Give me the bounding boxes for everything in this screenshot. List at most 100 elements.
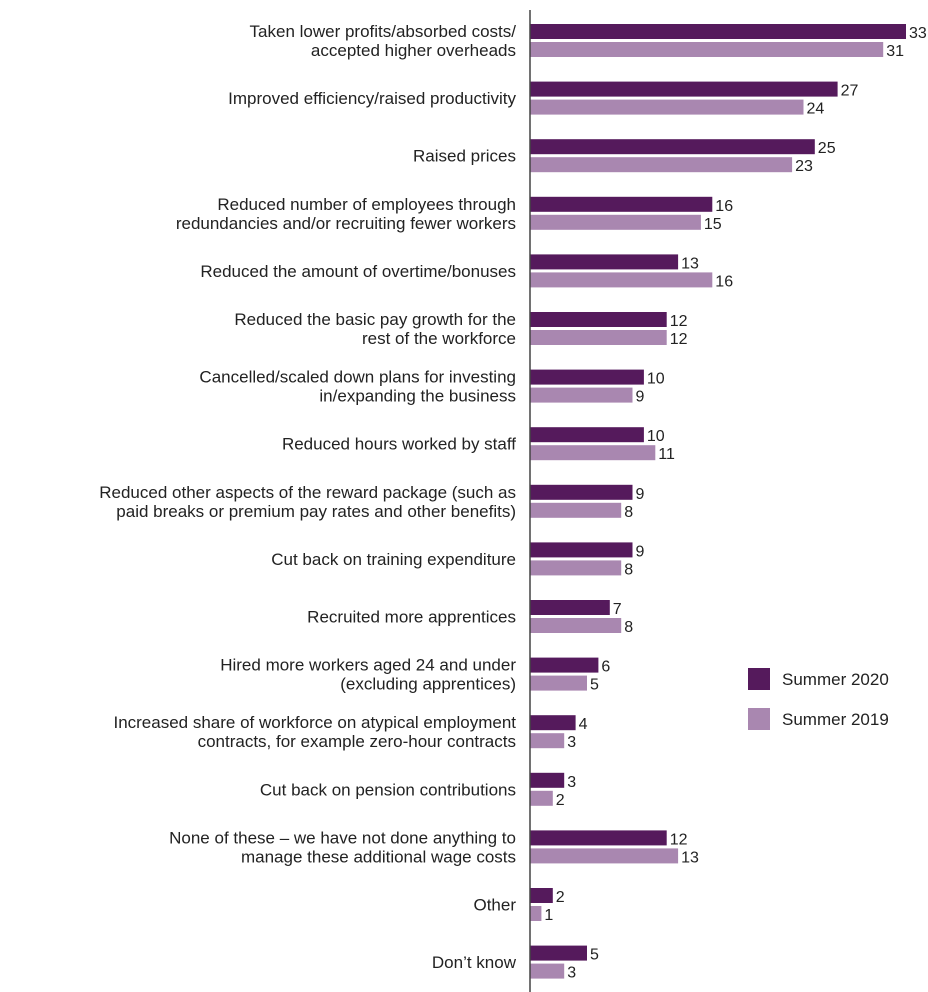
data-label: 5 [590,677,599,694]
category-label-line: Taken lower profits/absorbed costs/ [250,22,517,41]
category-label-line: Reduced hours worked by staff [282,435,516,454]
bar-summer-2020 [530,888,553,903]
category-label: Reduced number of employees through redun… [176,195,516,233]
category-label-line: rest of the workforce [362,329,516,348]
bar-summer-2019 [530,906,542,921]
category-label-line: Reduced number of employees through [217,195,516,214]
data-label: 3 [567,774,576,791]
legend: Summer 2020 Summer 2019 [748,668,889,730]
data-label: 8 [624,504,633,521]
bar-summer-2020 [530,657,599,673]
category-label: Reduced the basic pay growth for the rest… [234,310,516,348]
data-label: 7 [613,601,622,618]
bar-summer-2020 [530,196,713,212]
bar-summer-2019 [530,445,656,461]
data-label: 3 [567,965,576,982]
category-label-line: Raised prices [413,147,516,166]
category-label-line: (excluding apprentices) [340,675,516,694]
category-label: Don’t know [432,953,517,972]
bar-summer-2019 [530,675,587,691]
data-label: 8 [624,619,633,636]
category-label: Cancelled/scaled down plans for investin… [199,368,516,406]
category-label-line: in/expanding the business [319,387,516,406]
category-label-line: Reduced other aspects of the reward pack… [99,483,516,502]
category-label-line: paid breaks or premium pay rates and oth… [116,502,516,521]
bar-summer-2020 [530,312,667,327]
category-label: Cut back on pension contributions [260,780,516,799]
data-label: 23 [795,158,813,175]
bar-summer-2020 [530,715,576,731]
data-label: 8 [624,561,633,578]
data-label: 16 [715,198,733,215]
legend-swatch [748,668,770,690]
data-label: 16 [715,273,733,290]
legend-swatch [748,708,770,730]
data-label: 10 [647,371,665,388]
category-label-line: Hired more workers aged 24 and under [220,656,516,675]
data-label: 2 [556,889,565,906]
data-label: 24 [807,101,825,118]
category-label-line: accepted higher overheads [311,41,516,60]
category-label-line: Other [473,896,516,915]
data-label: 4 [579,716,588,733]
data-label: 11 [658,446,675,463]
category-label-line: manage these additional wage costs [241,847,516,866]
data-label: 13 [681,255,699,272]
category-labels: Taken lower profits/absorbed costs/accep… [99,22,516,972]
data-label: 15 [704,216,722,233]
category-label: Reduced hours worked by staff [282,435,516,454]
bar-summer-2020 [530,24,906,39]
data-label: 13 [681,849,699,866]
category-label-line: Increased share of workforce on atypical… [113,713,516,732]
bar-summer-2019 [530,502,622,518]
bar-summer-2020 [530,427,644,443]
data-label: 9 [636,389,645,406]
category-label: Raised prices [413,147,516,166]
bar-summer-2020 [530,542,633,558]
data-label: 9 [636,486,645,503]
bar-summer-2020 [530,254,679,270]
data-label: 9 [636,543,645,560]
bar-summer-2020 [530,81,838,97]
category-label-line: redundancies and/or recruiting fewer wor… [176,214,516,233]
category-label-line: Recruited more apprentices [307,608,516,627]
data-label: 5 [590,947,599,964]
category-label: Other [473,896,516,915]
data-label: 2 [556,792,565,809]
category-label: Recruited more apprentices [307,608,516,627]
data-label: 1 [544,907,553,924]
category-label-line: Reduced the basic pay growth for the [234,310,516,329]
data-label: 27 [841,83,859,100]
category-label-line: Reduced the amount of overtime/bonuses [200,262,516,281]
bar-summer-2019 [530,560,622,576]
category-label: Hired more workers aged 24 and under (exc… [220,656,516,694]
category-label: Cut back on training expenditure [271,550,516,569]
bar-summer-2020 [530,600,610,615]
legend-label: Summer 2020 [782,670,889,689]
bar-summer-2019 [530,387,633,403]
value-labels: 3331272425231615131612121091011989878654… [544,25,926,982]
data-label: 6 [601,659,610,676]
category-label-line: Cancelled/scaled down plans for investin… [199,368,516,387]
data-label: 33 [909,25,927,42]
bar-summer-2020 [530,945,587,961]
category-label: Reduced the amount of overtime/bonuses [200,262,516,281]
bar-summer-2019 [530,99,804,115]
data-label: 12 [670,313,688,330]
bar-summer-2020 [530,139,815,155]
data-label: 12 [670,831,688,848]
bar-summer-2020 [530,484,633,500]
category-label-line: Improved efficiency/raised productivity [228,89,516,108]
bars [530,24,906,979]
bar-summer-2019 [530,272,713,288]
bar-summer-2019 [530,330,667,345]
bar-summer-2019 [530,618,622,633]
bar-summer-2020 [530,830,667,846]
data-label: 3 [567,734,576,751]
category-label-line: Don’t know [432,953,517,972]
bar-summer-2020 [530,369,644,385]
bar-summer-2020 [530,772,565,788]
category-label-line: Cut back on pension contributions [260,780,516,799]
bar-summer-2019 [530,848,679,864]
